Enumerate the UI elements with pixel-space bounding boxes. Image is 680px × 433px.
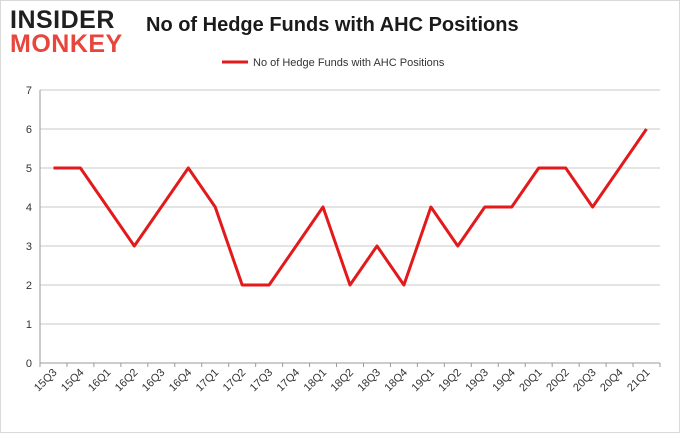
x-tick-label: 18Q3 <box>356 367 384 395</box>
x-tick-label: 17Q4 <box>275 367 303 395</box>
x-tick-label: 19Q4 <box>490 367 518 395</box>
x-axis: 15Q3 15Q4 16Q1 16Q2 16Q3 16Q4 17Q1 17Q2 17Q3 17Q4… <box>32 362 661 395</box>
x-tick-label: 20Q4 <box>598 367 626 395</box>
y-tick-label: 6 <box>26 124 32 136</box>
chart-title: No of Hedge Funds with AHC Positions <box>146 14 519 36</box>
x-tick-label: 17Q3 <box>248 367 276 395</box>
x-tick-label: 16Q2 <box>113 367 141 395</box>
x-tick-label: 16Q3 <box>140 367 168 395</box>
x-tick-label: 15Q3 <box>32 367 60 395</box>
legend-label: No of Hedge Funds with AHC Positions <box>253 57 445 69</box>
x-tick-label: 20Q1 <box>517 367 545 395</box>
logo-line-2: MONKEY <box>10 30 123 58</box>
x-tick-label: 18Q4 <box>383 367 411 395</box>
y-tick-label: 3 <box>26 241 32 253</box>
x-tick-label: 16Q4 <box>167 367 195 395</box>
x-tick-label: 18Q1 <box>302 367 330 395</box>
insider-monkey-logo: INSIDER MONKEY <box>10 6 128 58</box>
y-tick-label: 1 <box>26 319 32 331</box>
y-tick-label: 0 <box>26 358 32 370</box>
x-tick-label: 17Q2 <box>221 367 249 395</box>
y-tick-label: 7 <box>26 85 32 97</box>
logo-line-1: INSIDER <box>10 6 115 34</box>
y-axis: 0 1 2 3 4 5 6 7 <box>26 85 41 370</box>
series-lines <box>53 128 648 287</box>
x-tick-label: 20Q3 <box>571 367 599 395</box>
x-tick-label: 19Q3 <box>463 367 491 395</box>
x-tick-label: 17Q1 <box>194 367 222 395</box>
x-tick-label: 15Q4 <box>59 367 87 395</box>
y-tick-label: 2 <box>26 280 32 292</box>
x-tick-label: 18Q2 <box>329 367 357 395</box>
x-tick-label: 19Q2 <box>436 367 464 395</box>
gridlines <box>40 89 660 364</box>
x-tick-label: 16Q1 <box>86 367 114 395</box>
legend: No of Hedge Funds with AHC Positions <box>222 57 445 69</box>
y-tick-label: 5 <box>26 163 32 175</box>
x-tick-label: 20Q2 <box>544 367 572 395</box>
y-tick-label: 4 <box>26 202 32 214</box>
x-tick-label: 19Q1 <box>409 367 437 395</box>
x-tick-label: 21Q1 <box>625 367 653 395</box>
